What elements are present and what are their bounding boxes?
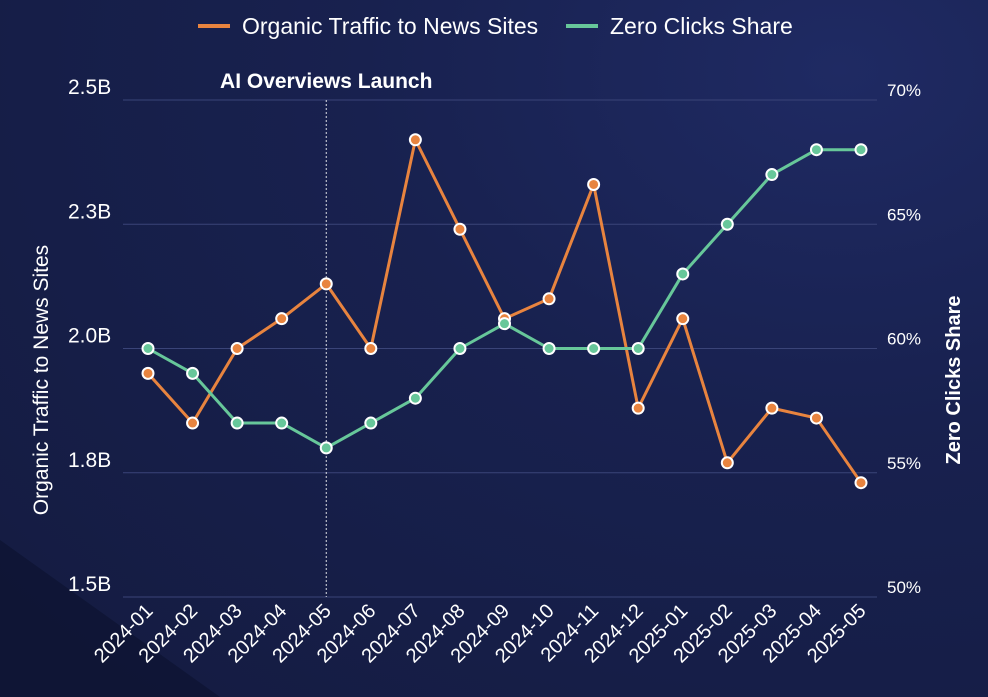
y2-tick-label: 60% <box>887 330 921 349</box>
organic-traffic-point <box>765 401 779 415</box>
y2-tick-label: 50% <box>887 578 921 597</box>
y-axis-right-ticks: 50% 55% 60% 65% 70% <box>887 81 921 597</box>
organic-traffic-point <box>230 342 244 355</box>
y-tick-label: 1.5B <box>68 573 111 596</box>
series-line-zero-clicks <box>147 148 861 450</box>
organic-traffic-point <box>364 342 378 355</box>
organic-traffic-point <box>408 133 422 147</box>
y2-tick-label: 65% <box>887 205 921 224</box>
legend-label-organic: Organic Traffic to News Sites <box>242 13 538 39</box>
organic-traffic-point <box>275 312 289 326</box>
series <box>141 133 868 490</box>
organic-traffic-point <box>854 476 868 490</box>
organic-traffic-point <box>587 177 601 191</box>
organic-traffic-point <box>809 411 823 425</box>
zero-clicks-point <box>676 267 690 281</box>
organic-traffic-point <box>186 416 200 430</box>
organic-traffic-point <box>453 222 467 236</box>
organic-traffic-point <box>676 312 690 326</box>
zero-clicks-point <box>809 143 823 157</box>
zero-clicks-point <box>275 416 289 430</box>
grid <box>123 99 877 598</box>
x-axis-ticks: 2024-012024-022024-032024-042024-052024-… <box>90 600 870 667</box>
corner-decoration <box>0 540 220 697</box>
zero-clicks-point <box>453 342 467 355</box>
zero-clicks-point <box>765 168 779 182</box>
y-tick-label: 2.5B <box>68 76 111 99</box>
y2-axis-title: Zero Clicks Share <box>943 296 965 465</box>
y-tick-label: 2.0B <box>68 325 111 348</box>
legend: Organic Traffic to News Sites Zero Click… <box>198 13 793 39</box>
legend-label-zero-clicks: Zero Clicks Share <box>610 13 793 39</box>
zero-clicks-point <box>319 441 333 455</box>
zero-clicks-point <box>542 342 556 355</box>
zero-clicks-point <box>364 416 378 430</box>
zero-clicks-point <box>587 342 601 355</box>
zero-clicks-point <box>230 416 244 430</box>
zero-clicks-point <box>631 342 645 355</box>
organic-traffic-point <box>720 456 734 470</box>
organic-traffic-point <box>631 401 645 415</box>
zero-clicks-point <box>186 366 200 380</box>
organic-traffic-point <box>141 366 155 380</box>
y2-tick-label: 70% <box>887 81 921 100</box>
series-line-organic-traffic <box>146 138 863 484</box>
y-axis-title: Organic Traffic to News Sites <box>30 245 53 515</box>
organic-traffic-point <box>542 292 556 306</box>
zero-clicks-point <box>141 342 155 355</box>
organic-traffic-point <box>319 277 333 291</box>
zero-clicks-point <box>720 217 734 231</box>
y-tick-label: 1.8B <box>68 449 111 472</box>
zero-clicks-point <box>408 391 422 405</box>
zero-clicks-point <box>854 143 868 157</box>
y2-tick-label: 55% <box>887 454 921 473</box>
annotation-label: AI Overviews Launch <box>220 70 432 93</box>
y-tick-label: 2.3B <box>68 200 111 223</box>
y-axis-left-ticks: 1.5B 1.8B 2.0B 2.3B 2.5B <box>68 76 111 596</box>
zero-clicks-point <box>498 317 511 331</box>
